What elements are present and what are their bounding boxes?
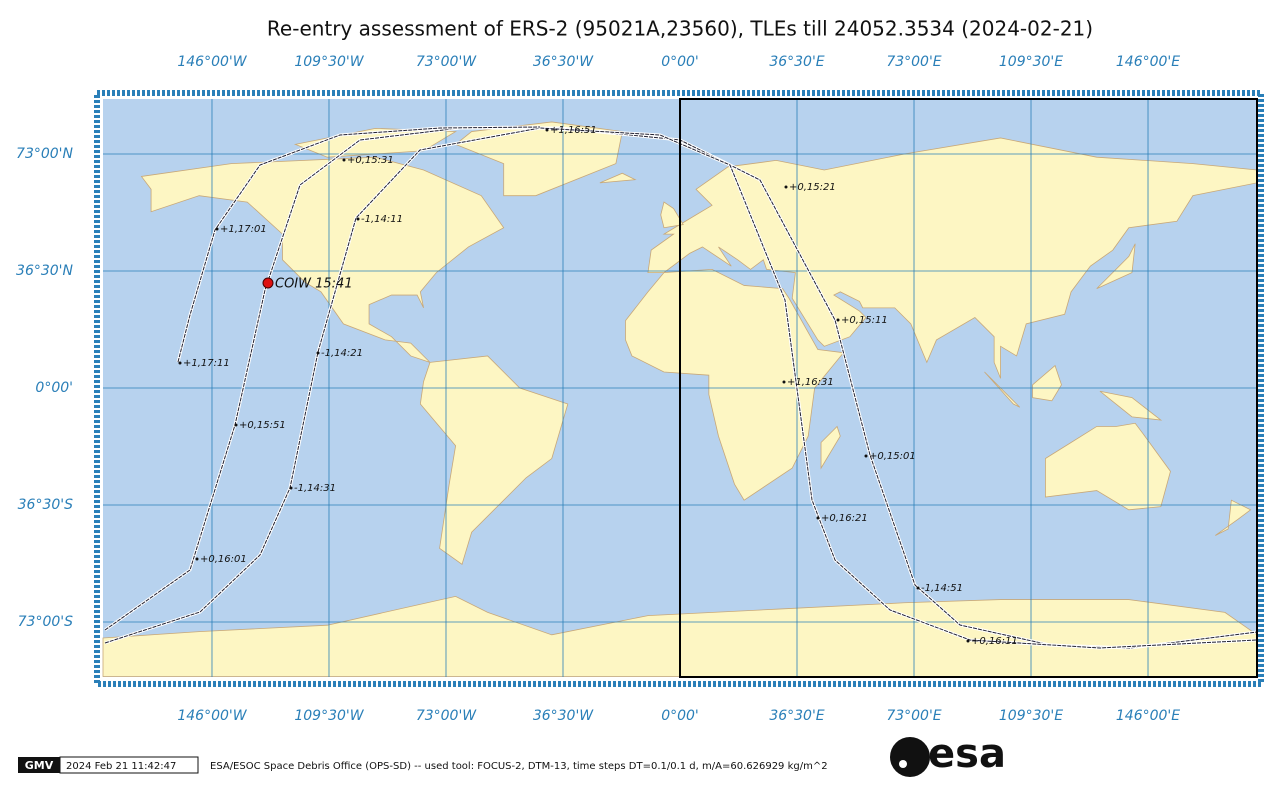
lon-label-bottom: 73°00'W bbox=[416, 708, 477, 724]
lon-label-bottom: 36°30'E bbox=[769, 708, 824, 724]
track-time-label: -1,14:31 bbox=[294, 483, 336, 494]
timestamp-box bbox=[59, 756, 199, 774]
track-marker bbox=[545, 128, 549, 132]
track-marker bbox=[836, 318, 840, 322]
lon-label-top: 109°30'E bbox=[999, 54, 1063, 70]
lon-label-bottom: 109°30'E bbox=[999, 708, 1063, 724]
track-time-label: -1,14:21 bbox=[321, 348, 363, 359]
lon-label-top: 109°30'W bbox=[294, 54, 364, 70]
impact-label: COIW 15:41 bbox=[275, 277, 353, 292]
track-time-label: +0,15:31 bbox=[347, 155, 394, 166]
labels: +1,16:51 +0,15:31 +0,15:21 -1,14:11 +1,17:01… bbox=[178, 125, 1018, 647]
track-marker bbox=[178, 361, 182, 365]
map-frame bbox=[679, 98, 1258, 678]
landmass bbox=[454, 121, 623, 197]
lon-label-bottom: 0°00' bbox=[661, 708, 699, 724]
credit: ESA/ESOC Space Debris Office (OPS-SD) --… bbox=[210, 761, 828, 772]
landmass bbox=[140, 156, 505, 363]
esa-logo: esa bbox=[928, 731, 1006, 777]
track-time-label: -1,14:51 bbox=[921, 583, 963, 594]
landmass bbox=[1032, 364, 1062, 402]
lon-label-bottom: 146°00'W bbox=[177, 708, 247, 724]
landmass bbox=[1215, 499, 1252, 536]
lon-label-top: 146°00'E bbox=[1116, 54, 1180, 70]
lon-label-bottom: 36°30'W bbox=[533, 708, 594, 724]
track-time-label: +0,15:51 bbox=[239, 420, 286, 431]
lon-label-bottom: 146°00'E bbox=[1116, 708, 1180, 724]
lat-label: 73°00'S bbox=[18, 614, 73, 630]
impact-point bbox=[262, 277, 274, 289]
landmass bbox=[1096, 243, 1136, 289]
timestamp: 2024 Feb 21 11:42:47 bbox=[66, 761, 176, 772]
lon-label-top: 73°00'E bbox=[886, 54, 941, 70]
track bbox=[104, 127, 1258, 649]
lat-label: 36°30'S bbox=[18, 497, 73, 513]
track-time-label: +0,16:01 bbox=[200, 554, 247, 565]
track-marker bbox=[784, 185, 788, 189]
lat-label: 73°00'N bbox=[16, 146, 73, 162]
track-time-label: +1,16:31 bbox=[787, 377, 834, 388]
track-marker bbox=[966, 639, 970, 643]
gmv-logo: GMV bbox=[25, 759, 54, 772]
track-marker bbox=[316, 351, 320, 355]
lon-label-top: 36°30'E bbox=[769, 54, 824, 70]
track-time-label: +0,16:11 bbox=[971, 636, 1018, 647]
track-time-label: +1,17:01 bbox=[220, 224, 267, 235]
landmass bbox=[419, 355, 569, 565]
track-marker bbox=[816, 516, 820, 520]
track-time-label: +0,15:01 bbox=[869, 451, 916, 462]
track-time-label: -1,14:11 bbox=[361, 214, 403, 225]
track-marker bbox=[864, 454, 868, 458]
landmass bbox=[647, 137, 1258, 379]
landmass bbox=[599, 172, 637, 184]
landmass bbox=[1045, 422, 1171, 511]
lat-label: 36°30'N bbox=[16, 263, 73, 279]
gmv-logo-box bbox=[18, 757, 60, 773]
map-border bbox=[94, 90, 1264, 687]
lon-label-bottom: 109°30'W bbox=[294, 708, 364, 724]
track-marker bbox=[342, 158, 346, 162]
lon-label-top: 36°30'W bbox=[533, 54, 594, 70]
track-marker bbox=[782, 380, 786, 384]
landmass bbox=[820, 425, 841, 470]
track-marker bbox=[356, 217, 360, 221]
landmass bbox=[1099, 390, 1163, 421]
lat-label: 0°00' bbox=[35, 380, 73, 396]
track-time-label: +1,17:11 bbox=[183, 358, 230, 369]
track-time-label: +0,15:21 bbox=[789, 182, 836, 193]
title: Re-entry assessment of ERS-2 (95021A,235… bbox=[267, 17, 1093, 41]
track-time-label: +0,15:11 bbox=[841, 315, 888, 326]
esa-logo-dot bbox=[899, 760, 907, 768]
track-marker bbox=[916, 586, 920, 590]
esa-logo-mark bbox=[890, 737, 930, 777]
track-time-label: +0,16:21 bbox=[821, 513, 868, 524]
track-marker bbox=[289, 486, 293, 490]
lon-label-top: 0°00' bbox=[661, 54, 699, 70]
lon-label-top: 146°00'W bbox=[177, 54, 247, 70]
lon-label-bottom: 73°00'E bbox=[886, 708, 941, 724]
track-marker bbox=[215, 227, 219, 231]
track-time-label: +1,16:51 bbox=[550, 125, 597, 136]
track-marker bbox=[234, 423, 238, 427]
track-marker bbox=[195, 557, 199, 561]
track bbox=[177, 126, 541, 363]
lon-label-top: 73°00'W bbox=[416, 54, 477, 70]
